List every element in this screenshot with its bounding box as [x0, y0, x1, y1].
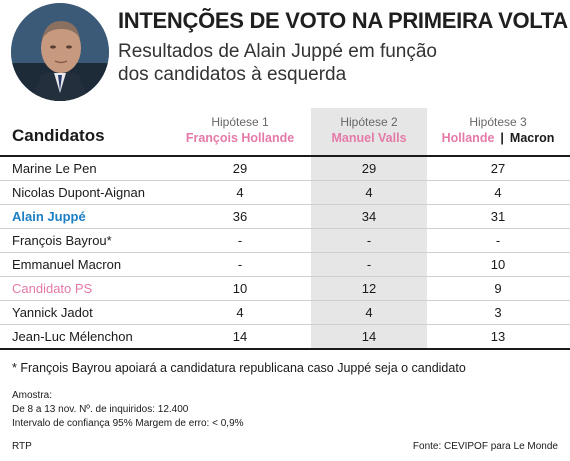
candidates-column-header: Candidatos [12, 126, 105, 145]
table-row: Candidato PS 10 12 9 [0, 277, 570, 301]
hypothesis-3-separator: | [500, 131, 504, 145]
table-row: Marine Le Pen 29 29 27 [0, 157, 570, 181]
row-divider [0, 324, 570, 325]
row-divider [0, 204, 570, 205]
candidate-name: Emmanuel Macron [12, 257, 122, 272]
value-h2: - [366, 257, 372, 272]
value-h1: - [237, 257, 243, 272]
value-h2: 4 [365, 305, 373, 320]
table-row: Emmanuel Macron - - 10 [0, 253, 570, 277]
value-h2: 4 [365, 185, 373, 200]
value-h2: - [366, 233, 372, 248]
value-h1: 14 [232, 329, 248, 344]
table-row: Nicolas Dupont-Aignan 4 4 4 [0, 181, 570, 205]
value-h3: 27 [490, 161, 506, 176]
row-divider [0, 180, 570, 181]
candidate-name-party: Candidato PS [12, 281, 93, 296]
candidate-name-highlighted: Alain Juppé [12, 209, 86, 224]
value-h1: 29 [232, 161, 248, 176]
sample-confidence: Intervalo de confiança 95% Margem de err… [12, 418, 244, 429]
candidate-name: Jean-Luc Mélenchon [12, 329, 133, 344]
hypothesis-3-candidate-b: Macron [509, 131, 555, 145]
table-row: François Bayrou* - - - [0, 229, 570, 253]
value-h3: - [495, 233, 501, 248]
hypothesis-2-candidate: Manuel Valls [331, 131, 407, 145]
page-title: INTENÇÕES DE VOTO NA PRIMEIRA VOLTA [118, 8, 568, 33]
table-row: Yannick Jadot 4 4 3 [0, 301, 570, 325]
hypothesis-3-candidate-a: Hollande [441, 131, 495, 145]
hypothesis-1-candidate: François Hollande [185, 131, 295, 145]
row-divider [0, 228, 570, 229]
table-row: Alain Juppé 36 34 31 [0, 205, 570, 229]
value-h3: 13 [490, 329, 506, 344]
row-divider [0, 252, 570, 253]
subtitle-line-2: dos candidatos à esquerda [118, 64, 347, 85]
value-h3: 4 [494, 185, 502, 200]
source-credit: Fonte: CEVIPOF para Le Monde [412, 441, 558, 452]
value-h2: 12 [361, 281, 377, 296]
value-h2: 14 [361, 329, 377, 344]
candidate-name: Nicolas Dupont-Aignan [12, 185, 145, 200]
table-bottom-divider [0, 348, 570, 350]
value-h2: 29 [361, 161, 377, 176]
value-h1: 36 [232, 209, 248, 224]
subtitle-line-1: Resultados de Alain Juppé em função [118, 41, 437, 62]
value-h1: 10 [232, 281, 248, 296]
value-h1: 4 [236, 305, 244, 320]
value-h3: 10 [490, 257, 506, 272]
hypothesis-2-label: Hipótese 2 [340, 115, 398, 129]
table-row: Jean-Luc Mélenchon 14 14 13 [0, 325, 570, 349]
publisher-credit: RTP [12, 441, 32, 452]
row-divider [0, 300, 570, 301]
candidate-name: Yannick Jadot [12, 305, 93, 320]
sample-label: Amostra: [12, 390, 53, 401]
value-h3: 9 [494, 281, 502, 296]
page-subtitle: Resultados de Alain Juppé em função dos … [118, 40, 437, 86]
candidate-name: François Bayrou* [12, 233, 112, 248]
value-h3: 3 [494, 305, 502, 320]
hypothesis-1-label: Hipótese 1 [211, 115, 269, 129]
hypothesis-3-label: Hipótese 3 [469, 115, 527, 129]
hypothesis-3-candidates: Hollande | Macron [433, 131, 563, 145]
sample-dates: De 8 a 13 nov. Nº. de inquiridos: 12.400 [12, 404, 189, 415]
candidate-name: Marine Le Pen [12, 161, 97, 176]
row-divider [0, 276, 570, 277]
value-h1: 4 [236, 185, 244, 200]
candidate-portrait [11, 3, 109, 101]
footnote: * François Bayrou apoiará a candidatura … [12, 361, 466, 375]
header-divider [0, 155, 570, 157]
value-h1: - [237, 233, 243, 248]
value-h2: 34 [361, 209, 377, 224]
value-h3: 31 [490, 209, 506, 224]
